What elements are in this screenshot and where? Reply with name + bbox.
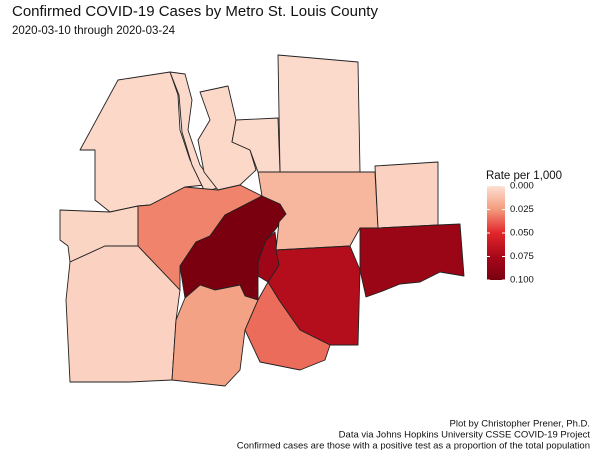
legend-title: Rate per 1,000 bbox=[486, 170, 562, 182]
legend-label: 0.100 bbox=[510, 275, 534, 286]
legend-label: 0.050 bbox=[510, 228, 534, 239]
legend: 0.000 0.025 0.050 0.075 0.100 bbox=[487, 181, 534, 286]
regions bbox=[59, 54, 465, 387]
caption-line: Confirmed cases are those with a positiv… bbox=[237, 441, 590, 450]
title: Confirmed COVID-19 Cases by Metro St. Lo… bbox=[12, 3, 378, 20]
county bbox=[171, 284, 259, 387]
county bbox=[197, 85, 257, 191]
legend-label: 0.075 bbox=[510, 251, 534, 262]
caption-line: Plot by Christopher Prener, Ph.D. bbox=[450, 419, 590, 430]
subtitle: 2020-03-10 through 2020-03-24 bbox=[12, 25, 176, 37]
county bbox=[244, 281, 331, 371]
county bbox=[374, 161, 439, 229]
legend-label: 0.000 bbox=[510, 181, 534, 192]
legend-label: 0.025 bbox=[510, 204, 534, 215]
county bbox=[359, 223, 465, 298]
caption: Plot by Christopher Prener, Ph.D.Data vi… bbox=[237, 419, 591, 450]
legend-colorbar bbox=[487, 186, 505, 280]
county bbox=[277, 54, 361, 173]
caption-line: Data via Johns Hopkins University CSSE C… bbox=[339, 430, 591, 441]
